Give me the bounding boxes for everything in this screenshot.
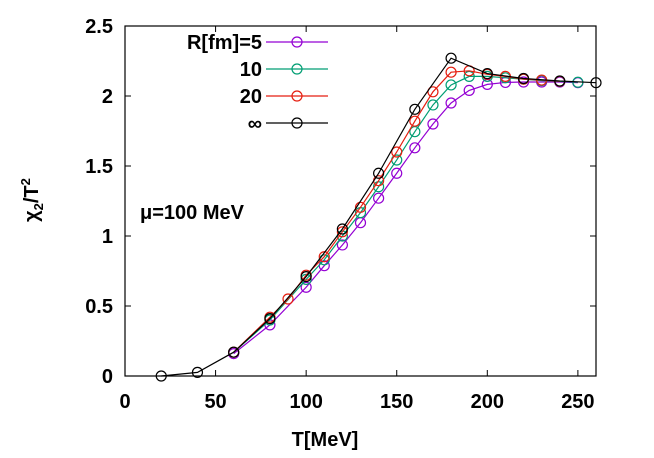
series-1 [228, 70, 584, 358]
data-point [336, 239, 348, 251]
data-point [282, 293, 294, 305]
series-3 [155, 52, 602, 382]
legend-label: ∞ [248, 113, 262, 135]
data-point [391, 167, 403, 179]
data-point [590, 77, 602, 89]
data-point [517, 76, 530, 88]
x-tick-label: 150 [380, 391, 413, 413]
legend-label: 20 [240, 86, 262, 108]
data-point [463, 84, 475, 97]
data-point [445, 52, 457, 64]
data-point [481, 67, 493, 80]
data-point [517, 72, 530, 85]
legend-marker [291, 63, 303, 75]
data-point [391, 146, 403, 158]
legend-marker [291, 36, 303, 48]
y-axis-label: χ2/T2 [18, 178, 46, 222]
data-point [191, 366, 204, 378]
data-point [336, 223, 348, 235]
plot-frame [124, 25, 597, 377]
y-tick-label: 0.5 [85, 296, 113, 318]
data-point [373, 192, 385, 204]
series-line [233, 70, 560, 353]
x-tick-label: 100 [289, 391, 322, 413]
x-axis-label: T[MeV] [292, 429, 359, 451]
x-tick-label: 50 [204, 391, 226, 413]
data-point [409, 115, 421, 127]
ticks: 0 50 100 150 200 250 0 0.5 1 1.5 2 2.5 [85, 16, 596, 413]
series-line [161, 57, 597, 377]
y-tick-label: 0 [102, 366, 113, 388]
x-tick-label: 200 [471, 391, 504, 413]
legend-label: R[fm]=5 [187, 32, 262, 54]
y-tick-label: 1 [102, 226, 113, 248]
series-line [233, 75, 578, 353]
legend-marker [291, 117, 303, 129]
legend-marker [291, 90, 303, 102]
data-point [354, 201, 367, 213]
data-point [409, 103, 421, 115]
data-point [554, 75, 566, 87]
data-point [445, 97, 457, 109]
data-point [427, 118, 439, 130]
series-2 [228, 65, 566, 358]
x-tick-label: 250 [561, 391, 594, 413]
y-tick-label: 2 [102, 86, 113, 108]
data-point [409, 142, 421, 154]
data-point [318, 251, 330, 263]
data-point [445, 66, 457, 78]
data-point [300, 271, 312, 283]
legend: R[fm]=5 10 20 ∞ [187, 32, 328, 135]
annotation: μ=100 MeV [140, 202, 245, 224]
x-tick-label: 0 [119, 391, 130, 413]
data-point [445, 79, 457, 91]
y-tick-label: 2.5 [85, 16, 113, 38]
legend-label: 10 [240, 59, 262, 81]
data-point [373, 167, 385, 179]
data-point [228, 346, 240, 358]
data-point [264, 313, 276, 325]
data-point [336, 226, 348, 238]
data-point [427, 99, 439, 111]
series-0 [228, 76, 584, 360]
series-group [155, 52, 602, 382]
data-point [300, 281, 312, 293]
y-tick-label: 1.5 [85, 156, 113, 178]
data-point [155, 370, 167, 382]
